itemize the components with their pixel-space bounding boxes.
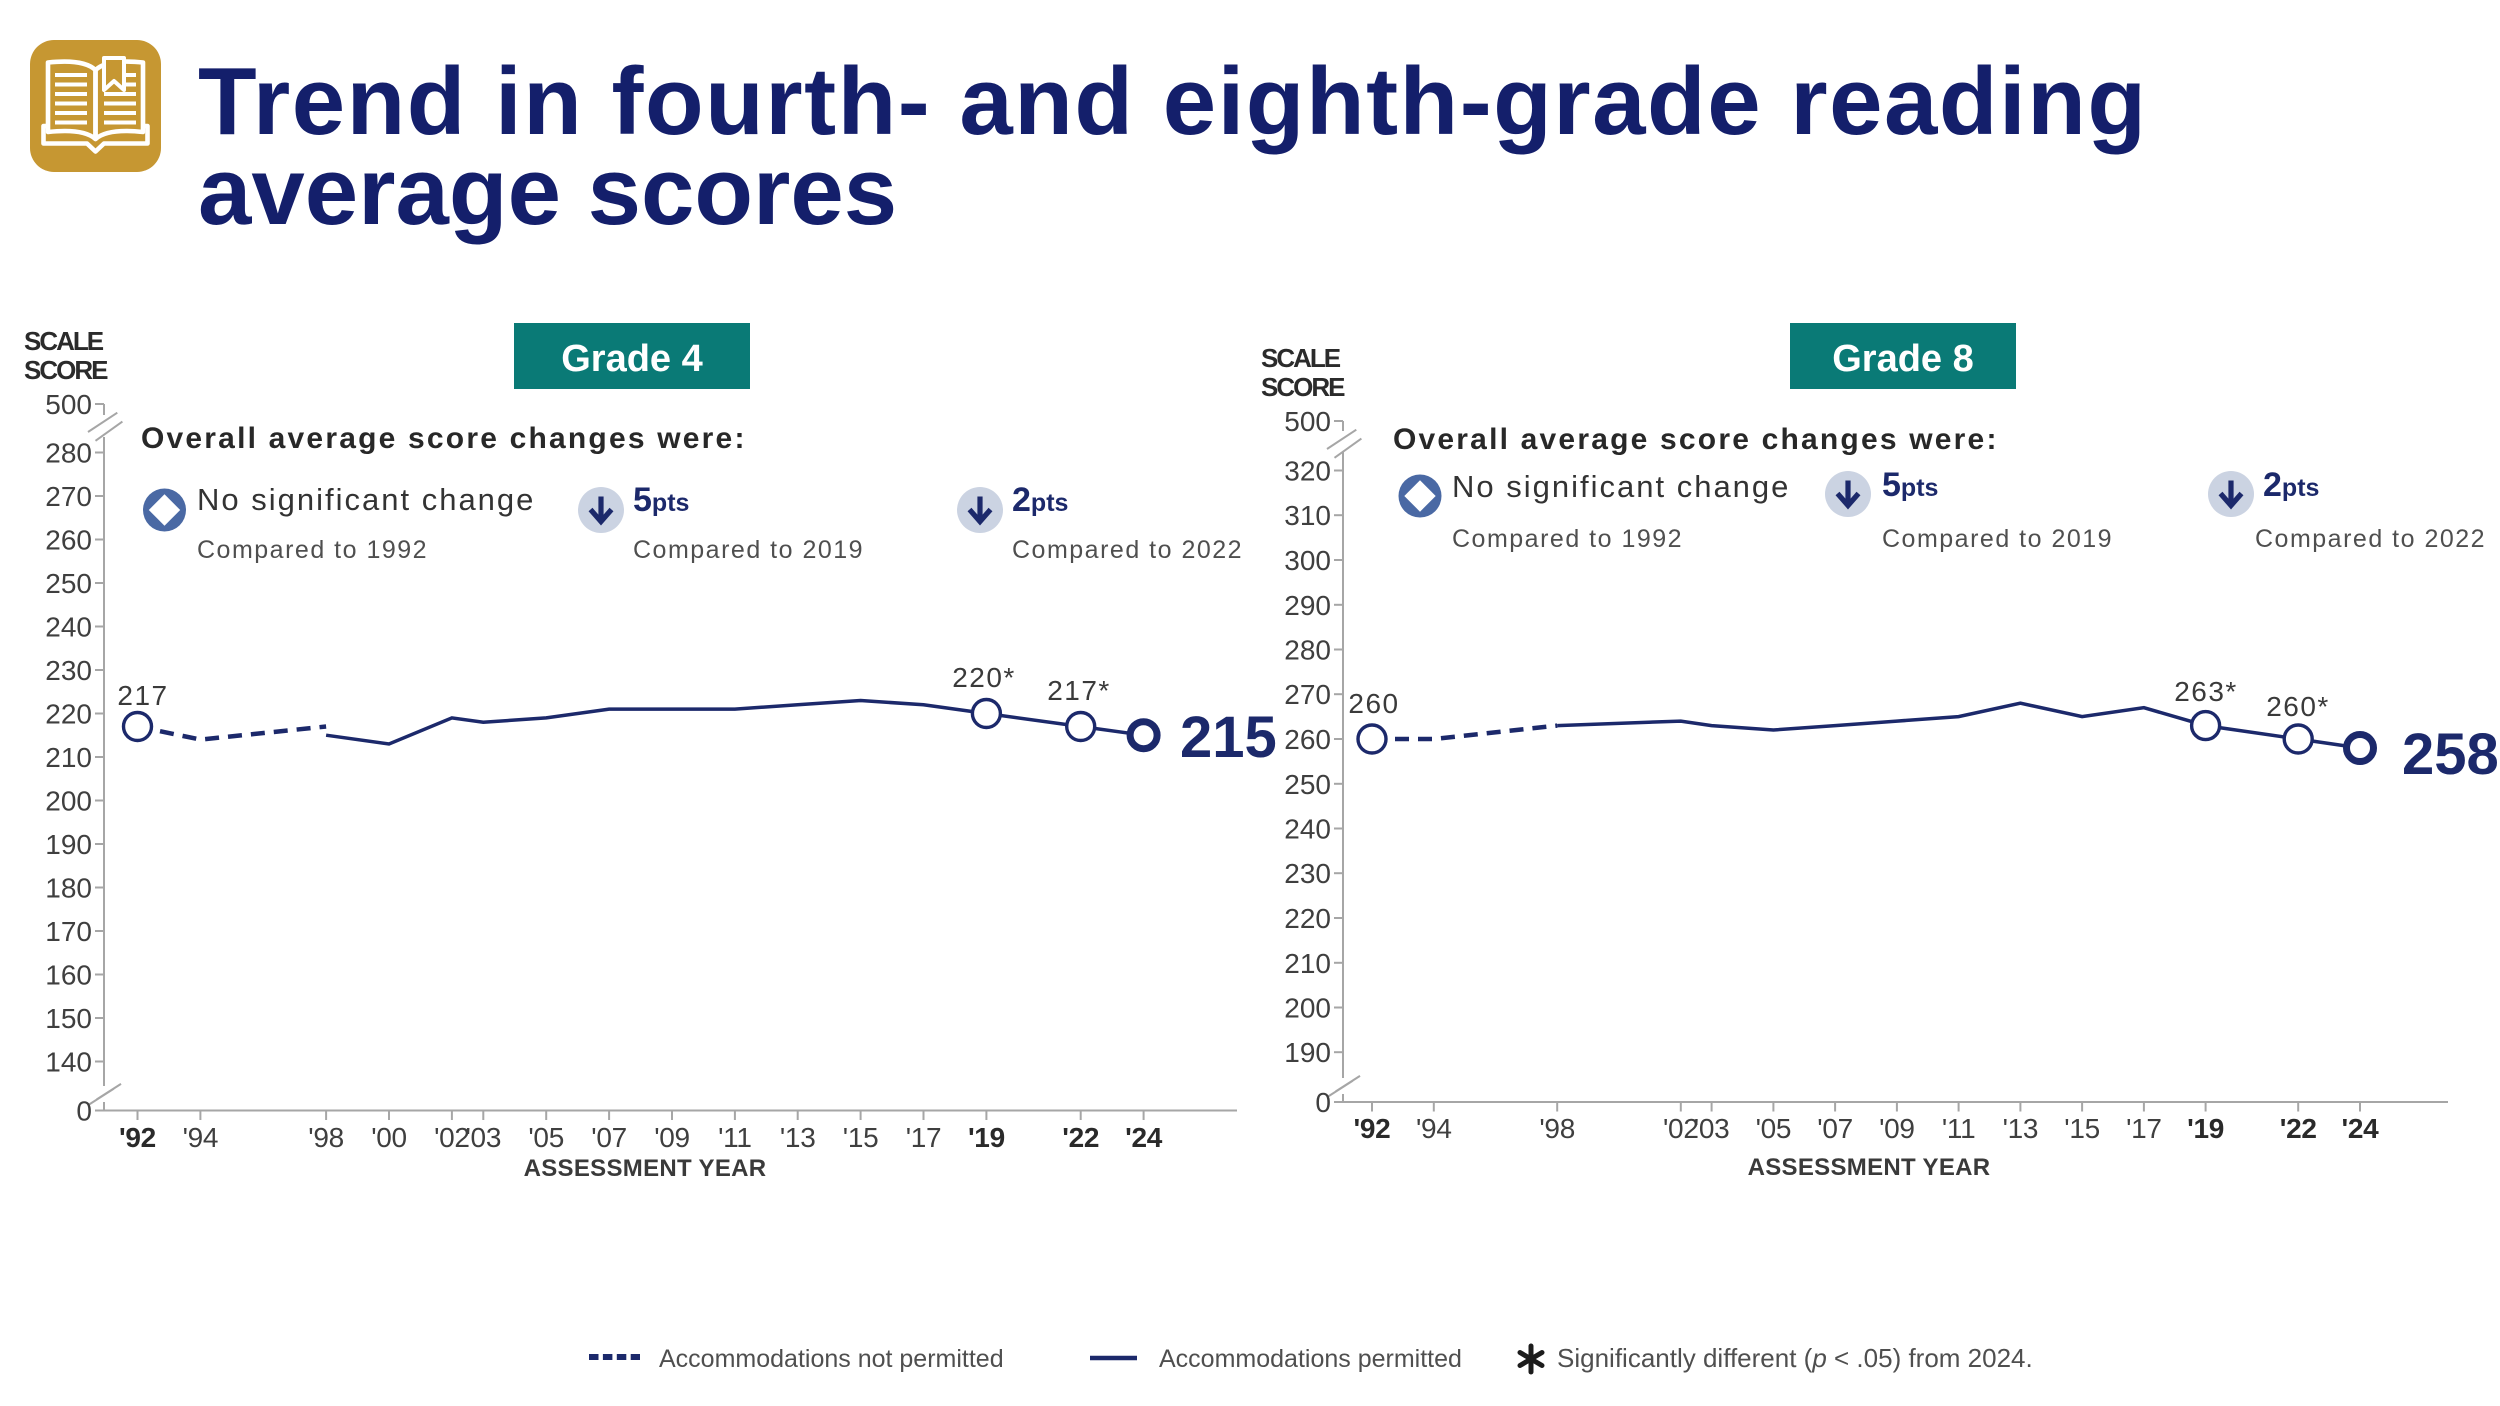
svg-text:'05: '05 (1756, 1113, 1792, 1144)
svg-text:5pts: 5pts (633, 481, 689, 519)
svg-text:Compared to 1992: Compared to 1992 (197, 536, 428, 564)
svg-text:'07: '07 (591, 1122, 627, 1153)
svg-text:500: 500 (1284, 406, 1331, 437)
svg-text:220: 220 (1284, 903, 1331, 934)
svg-text:'15: '15 (843, 1122, 879, 1153)
svg-text:270: 270 (45, 481, 92, 512)
svg-text:'03: '03 (1694, 1113, 1730, 1144)
svg-text:ASSESSMENT YEAR: ASSESSMENT YEAR (524, 1155, 767, 1182)
svg-text:170: 170 (45, 916, 92, 947)
svg-text:'94: '94 (1416, 1113, 1452, 1144)
svg-text:Compared to 1992: Compared to 1992 (1452, 525, 1683, 553)
svg-text:190: 190 (45, 829, 92, 860)
svg-text:258: 258 (2402, 722, 2499, 787)
svg-text:'98: '98 (1539, 1113, 1575, 1144)
svg-text:'22: '22 (2280, 1113, 2317, 1144)
svg-text:SCALE: SCALE (1261, 343, 1341, 373)
svg-text:'19: '19 (2187, 1113, 2224, 1144)
svg-text:280: 280 (45, 438, 92, 469)
svg-text:290: 290 (1284, 590, 1331, 621)
svg-text:'02: '02 (434, 1122, 470, 1153)
svg-text:190: 190 (1284, 1037, 1331, 1068)
svg-text:'09: '09 (654, 1122, 690, 1153)
svg-text:Accommodations permitted: Accommodations permitted (1159, 1345, 1462, 1373)
svg-text:0: 0 (1315, 1087, 1331, 1118)
svg-text:'24: '24 (2342, 1113, 2380, 1144)
svg-text:150: 150 (45, 1003, 92, 1034)
svg-text:250: 250 (1284, 769, 1331, 800)
svg-text:2pts: 2pts (1012, 481, 1068, 519)
svg-text:'11: '11 (718, 1122, 752, 1153)
svg-text:230: 230 (1284, 858, 1331, 889)
svg-text:'94: '94 (183, 1122, 219, 1153)
svg-text:'92: '92 (119, 1122, 156, 1153)
svg-text:200: 200 (45, 786, 92, 817)
svg-text:230: 230 (45, 655, 92, 686)
svg-text:SCALE: SCALE (24, 326, 104, 356)
svg-text:215: 215 (1180, 705, 1277, 770)
svg-text:'92: '92 (1354, 1113, 1391, 1144)
svg-text:260: 260 (1348, 688, 1399, 719)
svg-text:0: 0 (76, 1096, 92, 1127)
svg-text:No significant change: No significant change (1452, 469, 1790, 504)
svg-text:Significantly different (p < .: Significantly different (p < .05) from 2… (1557, 1343, 2033, 1373)
svg-text:5pts: 5pts (1882, 466, 1938, 504)
svg-text:Compared to 2022: Compared to 2022 (1012, 536, 1243, 564)
svg-text:160: 160 (45, 960, 92, 991)
svg-text:'09: '09 (1879, 1113, 1915, 1144)
svg-text:260: 260 (45, 525, 92, 556)
svg-text:'13: '13 (2003, 1113, 2039, 1144)
svg-text:500: 500 (45, 389, 92, 420)
svg-text:Compared to 2019: Compared to 2019 (1882, 525, 2113, 553)
svg-text:2pts: 2pts (2263, 466, 2319, 504)
svg-text:Compared to 2019: Compared to 2019 (633, 536, 864, 564)
svg-text:240: 240 (1284, 814, 1331, 845)
svg-text:250: 250 (45, 568, 92, 599)
svg-text:'05: '05 (528, 1122, 564, 1153)
svg-text:'11: '11 (1942, 1113, 1976, 1144)
svg-text:'17: '17 (2126, 1113, 2162, 1144)
svg-text:260: 260 (1284, 724, 1331, 755)
svg-text:210: 210 (45, 742, 92, 773)
svg-text:Grade 4: Grade 4 (561, 338, 703, 380)
svg-text:300: 300 (1284, 545, 1331, 576)
svg-text:217*: 217* (1047, 675, 1111, 706)
svg-text:260*: 260* (2266, 691, 2330, 722)
svg-text:'00: '00 (371, 1122, 407, 1153)
svg-text:SCORE: SCORE (24, 355, 108, 385)
svg-text:'22: '22 (1062, 1122, 1099, 1153)
svg-text:'15: '15 (2064, 1113, 2100, 1144)
svg-text:Overall average score changes: Overall average score changes were: (1393, 423, 1999, 456)
svg-text:217: 217 (117, 680, 168, 711)
svg-text:'07: '07 (1817, 1113, 1853, 1144)
svg-text:'24: '24 (1125, 1122, 1163, 1153)
svg-text:SCORE: SCORE (1261, 372, 1345, 402)
svg-text:No significant change: No significant change (197, 482, 535, 517)
svg-text:'03: '03 (466, 1122, 502, 1153)
svg-text:140: 140 (45, 1047, 92, 1078)
svg-text:220*: 220* (952, 662, 1016, 693)
svg-text:Grade 8: Grade 8 (1832, 338, 1974, 380)
svg-text:'17: '17 (906, 1122, 942, 1153)
svg-text:'02: '02 (1663, 1113, 1699, 1144)
svg-text:280: 280 (1284, 635, 1331, 666)
svg-text:'98: '98 (308, 1122, 344, 1153)
svg-text:'13: '13 (780, 1122, 816, 1153)
svg-text:210: 210 (1284, 948, 1331, 979)
svg-text:'19: '19 (968, 1122, 1005, 1153)
svg-text:310: 310 (1284, 500, 1331, 531)
svg-text:Overall average score changes: Overall average score changes were: (141, 422, 747, 455)
svg-text:240: 240 (45, 612, 92, 643)
svg-text:320: 320 (1284, 456, 1331, 487)
svg-text:220: 220 (45, 699, 92, 730)
svg-text:270: 270 (1284, 679, 1331, 710)
svg-text:180: 180 (45, 873, 92, 904)
svg-text:Compared to 2022: Compared to 2022 (2255, 525, 2486, 553)
svg-text:Accommodations not permitted: Accommodations not permitted (659, 1345, 1004, 1373)
svg-text:263*: 263* (2174, 676, 2238, 707)
svg-text:200: 200 (1284, 993, 1331, 1024)
svg-text:ASSESSMENT YEAR: ASSESSMENT YEAR (1748, 1154, 1991, 1181)
